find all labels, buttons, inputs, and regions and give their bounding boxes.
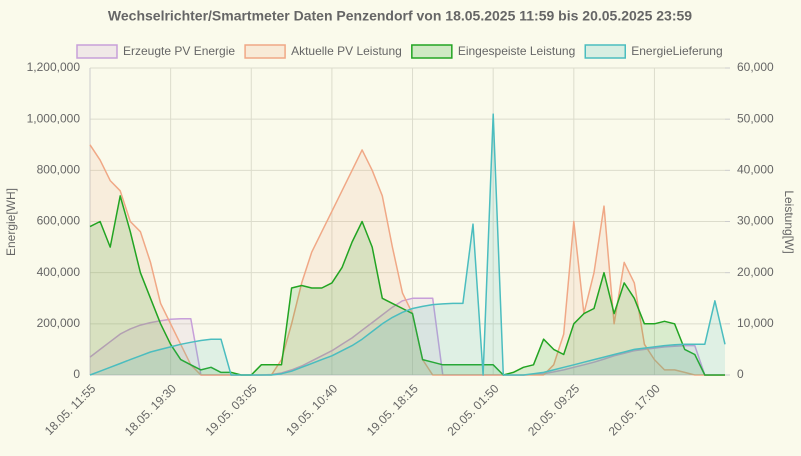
y-tick-label: 400,000 [37, 265, 81, 279]
legend-label: Eingespeiste Leistung [458, 44, 575, 58]
y-tick-label: 800,000 [37, 163, 81, 177]
x-tick-label: 20.05. 09:25 [525, 381, 582, 438]
legend: Erzeugte PV Energie Aktuelle PV Leistung E… [76, 44, 723, 59]
legend-swatch [244, 44, 286, 59]
x-tick-label: 18.05. 11:55 [42, 381, 99, 438]
legend-swatch [411, 44, 453, 59]
series-line [89, 297, 725, 376]
x-tick-label: 18.05. 19:30 [122, 381, 179, 438]
y2-axis-label: Leistung[W] [782, 190, 796, 253]
legend-label: EnergieLieferung [631, 44, 722, 58]
series-area [90, 144, 725, 375]
y2-tick-label: 60,000 [737, 60, 774, 74]
y-tick-label: 0 [73, 367, 80, 381]
y2-tick-label: 20,000 [737, 265, 774, 279]
x-tick-label: 20.05. 01:50 [444, 381, 501, 438]
y-tick-label: 600,000 [37, 214, 81, 228]
x-tick-label: 19.05. 18:15 [364, 381, 421, 438]
y-axis-label: Energie[WH] [4, 188, 18, 256]
y-tick-label: 1,200,000 [27, 60, 81, 74]
legend-label: Erzeugte PV Energie [123, 44, 235, 58]
y2-tick-label: 30,000 [737, 214, 774, 228]
y-tick-label: 1,000,000 [27, 111, 81, 125]
y2-tick-label: 0 [737, 367, 744, 381]
series-area [90, 195, 725, 375]
x-tick-label: 19.05. 03:05 [203, 381, 260, 438]
series-area [90, 114, 725, 375]
series-area [90, 298, 725, 375]
legend-swatch [76, 44, 118, 59]
legend-label: Aktuelle PV Leistung [291, 44, 402, 58]
y2-tick-label: 50,000 [737, 111, 774, 125]
series-line [89, 113, 726, 376]
x-tick-label: 19.05. 10:40 [283, 381, 340, 438]
x-tick-label: 20.05. 17:00 [606, 381, 663, 438]
chart-title: Wechselrichter/Smartmeter Daten Penzendo… [108, 8, 692, 24]
y2-tick-label: 40,000 [737, 163, 774, 177]
series-line [89, 144, 725, 376]
y2-tick-label: 10,000 [737, 316, 774, 330]
legend-swatch [584, 44, 626, 59]
y-tick-label: 200,000 [37, 316, 81, 330]
